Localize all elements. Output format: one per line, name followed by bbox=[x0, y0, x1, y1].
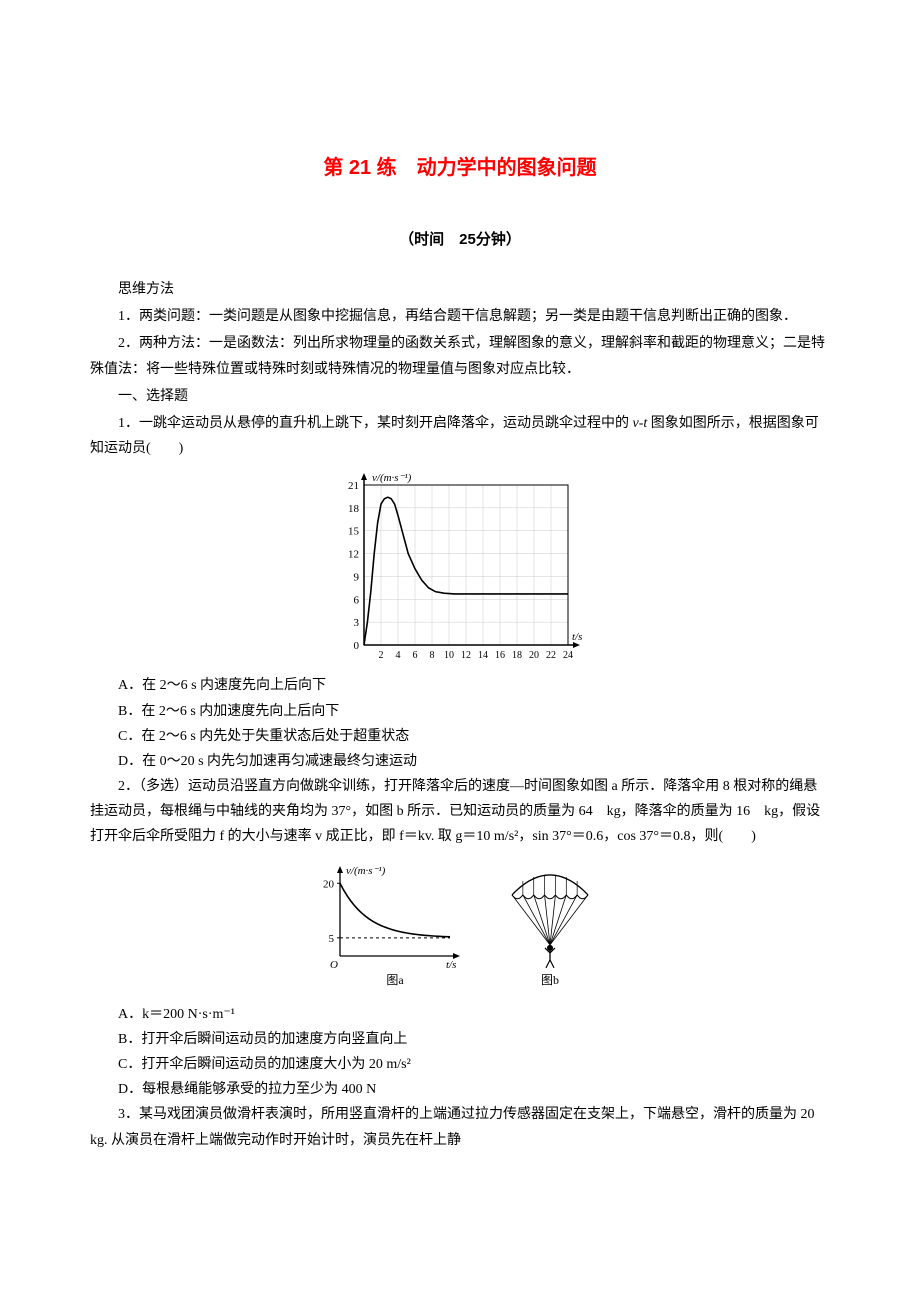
q2-chart-container: 5 20 Ov/(m·s⁻¹) t/s 图a 图b bbox=[90, 856, 830, 996]
svg-text:20: 20 bbox=[529, 650, 539, 661]
q2-option-b: B．打开伞后瞬间运动员的加速度方向竖直向上 bbox=[90, 1027, 830, 1052]
svg-text:图a: 图a bbox=[386, 973, 404, 987]
svg-text:t/s: t/s bbox=[572, 631, 582, 643]
q1-vt-symbol: v-t bbox=[629, 416, 651, 431]
section-heading-select: 一、选择题 bbox=[90, 384, 830, 409]
q1-stem-text-a: 1．一跳伞运动员从悬停的直升机上跳下，某时刻开启降落伞，运动员跳伞过程中的 bbox=[118, 416, 629, 431]
svg-text:8: 8 bbox=[430, 650, 435, 661]
q1-option-d: D．在 0～20 s 内先匀加速再匀减速最终匀速运动 bbox=[90, 749, 830, 774]
method-para-2: 2．两种方法：一是函数法：列出所求物理量的函数关系式，理解图象的意义，理解斜率和… bbox=[90, 331, 830, 381]
svg-text:18: 18 bbox=[348, 503, 360, 515]
section-heading-method: 思维方法 bbox=[90, 277, 830, 302]
q2-option-a: A．k＝200 N·s·m⁻¹ bbox=[90, 1002, 830, 1027]
svg-text:12: 12 bbox=[461, 650, 471, 661]
q2-option-d: D．每根悬绳能够承受的拉力至少为 400 N bbox=[90, 1077, 830, 1102]
svg-text:6: 6 bbox=[413, 650, 418, 661]
svg-text:6: 6 bbox=[354, 595, 360, 607]
svg-text:10: 10 bbox=[444, 650, 454, 661]
svg-text:9: 9 bbox=[354, 572, 360, 584]
svg-text:2: 2 bbox=[379, 650, 384, 661]
svg-text:15: 15 bbox=[348, 526, 360, 538]
svg-text:16: 16 bbox=[495, 650, 505, 661]
q2-stem: 2．（多选）运动员沿竖直方向做跳伞训练，打开降落伞后的速度—时间图象如图 a 所… bbox=[90, 774, 830, 850]
svg-text:24: 24 bbox=[563, 650, 573, 661]
svg-text:18: 18 bbox=[512, 650, 522, 661]
q3-stem: 3．某马戏团演员做滑杆表演时，所用竖直滑杆的上端通过拉力传感器固定在支架上，下端… bbox=[90, 1102, 830, 1152]
svg-text:O: O bbox=[330, 959, 338, 971]
svg-text:22: 22 bbox=[546, 650, 556, 661]
svg-text:v/(m·s⁻¹): v/(m·s⁻¹) bbox=[346, 865, 386, 877]
svg-text:v/(m·s⁻¹): v/(m·s⁻¹) bbox=[372, 472, 412, 484]
q1-option-b: B．在 2～6 s 内加速度先向上后向下 bbox=[90, 699, 830, 724]
svg-text:20: 20 bbox=[323, 878, 335, 890]
q1-vt-chart: 03691215182124681012141618202224v/(m·s⁻¹… bbox=[330, 467, 590, 667]
svg-text:21: 21 bbox=[348, 480, 359, 492]
q2-combined-figure: 5 20 Ov/(m·s⁻¹) t/s 图a 图b bbox=[300, 856, 620, 996]
svg-text:图b: 图b bbox=[541, 973, 559, 987]
svg-text:5: 5 bbox=[329, 932, 335, 944]
q1-chart-container: 03691215182124681012141618202224v/(m·s⁻¹… bbox=[90, 467, 830, 667]
q2-option-c: C．打开伞后瞬间运动员的加速度大小为 20 m/s² bbox=[90, 1052, 830, 1077]
q1-stem: 1．一跳伞运动员从悬停的直升机上跳下，某时刻开启降落伞，运动员跳伞过程中的 v-… bbox=[90, 411, 830, 461]
svg-text:12: 12 bbox=[348, 549, 359, 561]
page-subtitle: （时间 25分钟） bbox=[90, 226, 830, 253]
q1-option-a: A．在 2～6 s 内速度先向上后向下 bbox=[90, 673, 830, 698]
svg-text:14: 14 bbox=[478, 650, 488, 661]
svg-text:4: 4 bbox=[396, 650, 401, 661]
svg-text:3: 3 bbox=[354, 617, 360, 629]
method-para-1: 1．两类问题：一类问题是从图象中挖掘信息，再结合题干信息解题；另一类是由题干信息… bbox=[90, 304, 830, 329]
svg-text:0: 0 bbox=[354, 640, 360, 652]
page-title: 第 21 练 动力学中的图象问题 bbox=[90, 150, 830, 186]
svg-text:t/s: t/s bbox=[446, 959, 456, 971]
q1-option-c: C．在 2～6 s 内先处于失重状态后处于超重状态 bbox=[90, 724, 830, 749]
